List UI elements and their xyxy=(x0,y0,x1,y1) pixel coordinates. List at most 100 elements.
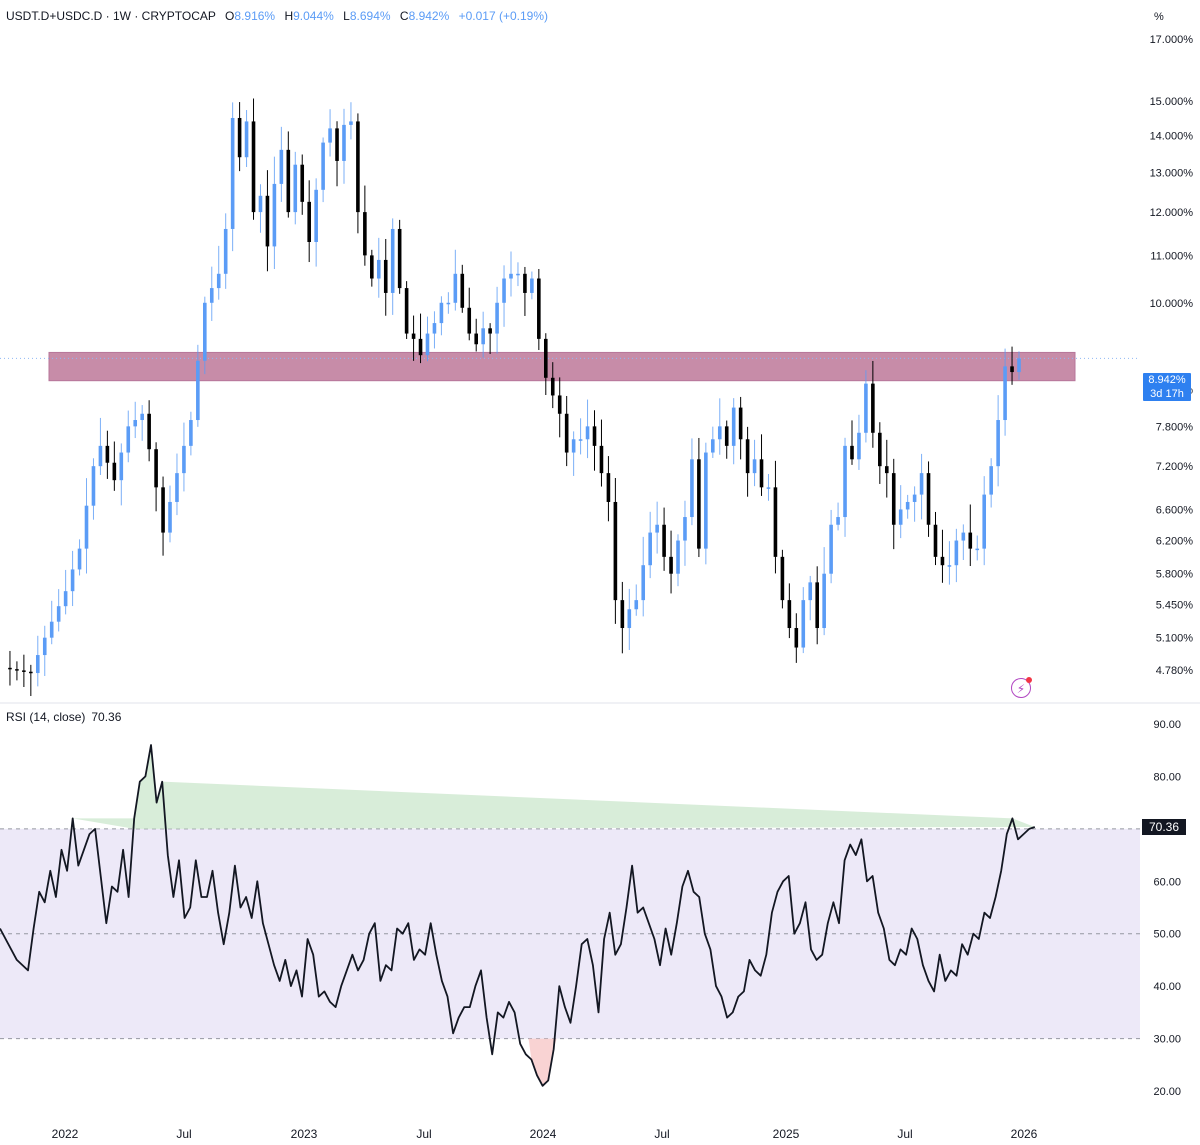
candle-up xyxy=(49,621,54,638)
candle-up xyxy=(56,606,61,622)
candle-up xyxy=(704,452,708,549)
scale-unit-toggle[interactable]: % xyxy=(1154,11,1164,23)
candle-up xyxy=(961,532,966,541)
high-label: H xyxy=(284,9,294,23)
candle-down xyxy=(926,473,931,525)
candle-down xyxy=(105,445,110,463)
candle-down xyxy=(884,466,889,474)
candle-up xyxy=(495,302,499,334)
candle-up xyxy=(634,600,639,610)
open-value: 8.916% xyxy=(234,9,276,23)
candle-down xyxy=(22,670,26,672)
candle-up xyxy=(216,273,221,289)
candle-down xyxy=(940,556,945,566)
candle-down xyxy=(404,288,409,334)
candle-up xyxy=(898,509,903,525)
candle-up xyxy=(822,573,826,629)
lightning-icon[interactable]: ⚡ xyxy=(1011,677,1032,698)
candle-down xyxy=(787,600,792,629)
candle-up xyxy=(293,164,298,213)
candle-down xyxy=(592,426,597,446)
price-axis-label: 6.200% xyxy=(1156,536,1194,548)
candle-down xyxy=(112,462,117,481)
price-axis-label: 10.000% xyxy=(1150,298,1194,310)
candle-down xyxy=(871,383,875,433)
candle-up xyxy=(70,569,75,592)
price-axis-label: 14.000% xyxy=(1150,130,1194,142)
candle-down xyxy=(537,278,541,339)
candle-down xyxy=(724,426,729,446)
candle-up xyxy=(676,540,680,574)
candle-down xyxy=(523,273,527,293)
candle-down xyxy=(543,338,548,378)
candle-up xyxy=(203,302,207,361)
symbol-title[interactable]: USDT.D+USDC.D · 1W · CRYPTOCAP xyxy=(6,9,216,23)
candle-down xyxy=(1010,366,1014,373)
candle-up xyxy=(585,426,590,440)
candle-up xyxy=(349,121,353,125)
rsi-pane[interactable]: 20.00 30.00 40.00 50.00 60.00 80.00 90.00 xyxy=(0,719,1181,1098)
candle-down xyxy=(564,413,569,453)
candle-up xyxy=(342,124,346,161)
candle-up xyxy=(425,333,430,356)
candle-up xyxy=(989,466,993,495)
candle-up xyxy=(230,117,235,229)
candle-up xyxy=(35,655,40,674)
candle-down xyxy=(467,307,472,334)
candle-down xyxy=(356,121,360,213)
candle-down xyxy=(488,328,492,334)
time-axis-label: Jul xyxy=(897,1127,912,1141)
price-axis-label: 6.600% xyxy=(1156,504,1194,516)
candle-up xyxy=(766,487,771,489)
candle-down xyxy=(474,333,479,345)
candle-up xyxy=(446,302,451,305)
candle-down xyxy=(335,128,339,161)
candle-down xyxy=(300,164,305,202)
time-axis-label: 2022 xyxy=(52,1127,79,1141)
price-axis-label: 5.800% xyxy=(1156,569,1194,581)
price-axis-label: 4.780% xyxy=(1156,665,1194,677)
candle-down xyxy=(251,121,256,213)
candle-up xyxy=(209,288,214,303)
candle-up xyxy=(864,383,868,433)
rsi-value: 70.36 xyxy=(91,710,122,724)
candle-down xyxy=(968,532,973,549)
candle-up xyxy=(516,273,520,276)
rsi-last-value-tag: 70.36 xyxy=(1142,819,1186,835)
candle-down xyxy=(418,338,423,356)
time-axis-label: Jul xyxy=(176,1127,191,1141)
candle-up xyxy=(919,473,924,495)
candle-down xyxy=(697,459,701,549)
high-value: 9.044% xyxy=(293,9,334,23)
candle-up xyxy=(502,278,506,303)
candle-up xyxy=(258,195,263,213)
candle-down xyxy=(154,449,158,488)
rsi-title[interactable]: RSI (14, close) xyxy=(6,710,86,724)
candle-up xyxy=(168,501,172,533)
candle-up xyxy=(182,445,186,474)
candle-up xyxy=(279,149,284,184)
candle-down xyxy=(370,255,374,279)
price-axis-label: 13.000% xyxy=(1150,167,1194,179)
open-label: O xyxy=(225,9,235,23)
candle-up xyxy=(731,407,736,446)
price-axis-label: 15.000% xyxy=(1150,96,1194,108)
price-pane[interactable]: 17.000% 15.000% 14.000% 13.000% 12.000% 11.00… xyxy=(0,34,1194,697)
low-value: 8.694% xyxy=(349,9,391,23)
candle-up xyxy=(752,459,757,474)
candle-up xyxy=(711,439,715,453)
candle-up xyxy=(857,432,861,460)
candle-up xyxy=(905,501,910,510)
change-value: +0.017 (+0.19%) xyxy=(458,9,549,23)
rsi-axis-label: 90.00 xyxy=(1153,719,1181,731)
candle-up xyxy=(481,328,485,345)
candle-up xyxy=(912,494,917,502)
time-axis[interactable]: 2022 Jul 2023 Jul 2024 Jul 2025 Jul 2026 xyxy=(52,1127,1038,1141)
candle-up xyxy=(801,600,806,648)
candle-up xyxy=(432,323,437,334)
time-axis-label: 2024 xyxy=(530,1127,557,1141)
time-axis-label: Jul xyxy=(416,1127,431,1141)
candle-down xyxy=(891,473,896,525)
candle-up xyxy=(84,505,89,549)
